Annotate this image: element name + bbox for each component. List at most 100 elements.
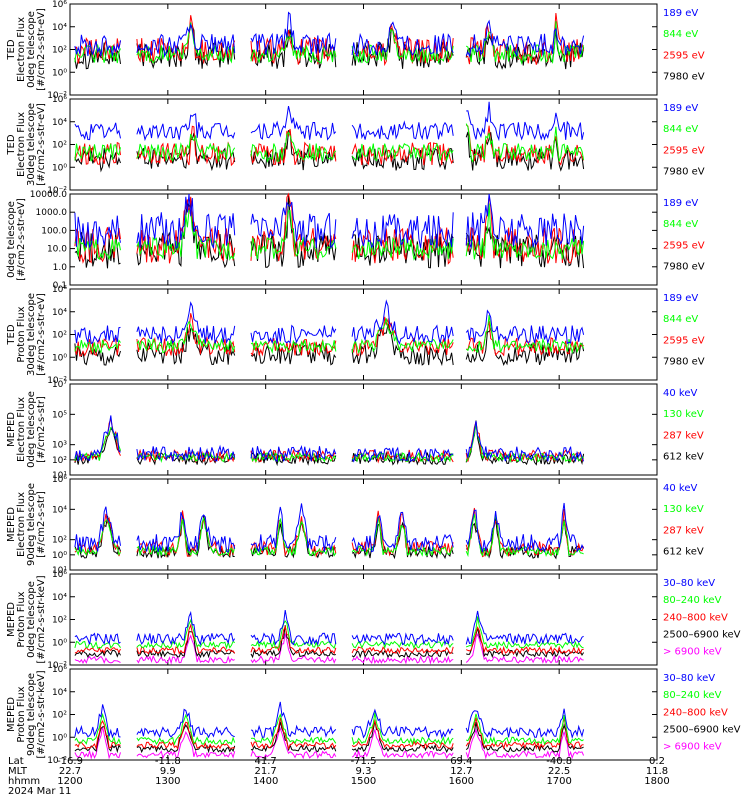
y-axis-label-line: Proton Flux [16, 591, 27, 647]
y-axis-label-line: MEPED [6, 412, 17, 447]
y-axis-label-line: [#/cm2-s-str-keV] [36, 575, 47, 663]
y-axis-label: 0deg telescope[#/cm2-s-str-eV] [6, 198, 27, 281]
x-tick-label-lat: -11.8 [155, 756, 181, 767]
y-tick-label: 1.0 [53, 263, 68, 273]
legend-entry: 189 eV [663, 198, 698, 209]
y-tick-label: 10¹ [52, 471, 67, 481]
x-tick-label-mlt: 22.5 [548, 766, 570, 777]
series-trace [74, 12, 585, 67]
y-tick-label: 10⁰ [52, 733, 67, 743]
series-trace [74, 124, 585, 167]
y-axis-label: MEPEDProton Flux0deg telescope[#/cm2-s-s… [6, 575, 47, 663]
legend-entry: > 6900 keV [663, 742, 722, 753]
legend-entry: 80–240 keV [663, 595, 722, 606]
series-trace [74, 712, 584, 746]
y-tick-label: 10² [52, 711, 67, 721]
y-axis-label: TEDProton Flux30deg telescope[#/cm2-s-st… [6, 293, 47, 376]
series-trace [74, 633, 584, 665]
series-trace [74, 299, 585, 345]
x-tick-label-lat: 41.7 [255, 756, 277, 767]
y-axis-label-line: [#/cm2-s-str] [36, 396, 47, 463]
date-label: 2024 Mar 11 [8, 786, 71, 797]
legend-entry: 7980 eV [663, 166, 705, 177]
series-trace [74, 416, 584, 464]
y-tick-label: 1000.0 [36, 208, 68, 218]
y-axis-label-line: [#/cm2-s-str] [36, 491, 47, 558]
panel-frame [69, 98, 658, 191]
y-tick-label: 10000.0 [30, 190, 67, 200]
x-tick-label-mlt: 21.7 [255, 766, 277, 777]
legend-entry: 130 keV [663, 409, 704, 420]
legend-entry: 30–80 keV [663, 578, 715, 589]
y-tick-label: 10¹ [52, 566, 67, 576]
y-axis-label-line: Electron Flux [16, 397, 27, 462]
x-tick-label-lat: 0.2 [649, 756, 665, 767]
y-tick-label: 10⁰ [52, 353, 67, 363]
y-axis-label-line: 0deg telescope [26, 581, 37, 658]
y-axis-label: MEPEDProton Flux90deg telescope[#/cm2-s-… [6, 670, 47, 758]
series-trace [74, 502, 585, 553]
y-axis-label-line: 0deg telescope [26, 11, 37, 88]
legend-entry: 7980 eV [663, 261, 705, 272]
series-trace [74, 701, 585, 740]
y-axis-label-line: Electron Flux [16, 112, 27, 177]
y-tick-label: 10⁴ [52, 688, 67, 698]
x-tick-label-hhmm: 1800 [644, 776, 669, 787]
x-tick-label-lat: -40.8 [546, 756, 572, 767]
x-tick-label-lat: -16.9 [57, 756, 83, 767]
legend-entry: 240–800 keV [663, 612, 728, 623]
y-axis-label-line: MEPED [6, 507, 17, 542]
legend-entry: 80–240 keV [663, 690, 722, 701]
series-trace [74, 123, 585, 163]
y-axis-label: TEDElectron Flux30deg telescope[#/cm2-s-… [6, 103, 47, 186]
x-tick-label-lat: -71.5 [351, 756, 377, 767]
panel-6: 10⁶ 10⁴ 10² 10⁰ 10¹ MEPEDElectron Flux90deg t… [6, 475, 704, 576]
legend-entry: 844 eV [663, 29, 698, 40]
y-axis-label-line: [#/cm2-s-str-eV] [36, 293, 47, 376]
y-tick-label: 10² [52, 456, 67, 466]
x-tick-label-mlt: 22.7 [59, 766, 81, 777]
y-tick-label: 10⁰ [52, 638, 67, 648]
y-tick-label: 10⁻² [47, 661, 67, 671]
legend-entry: 2595 eV [663, 240, 705, 251]
y-axis-label: TEDElectron Flux0deg telescope[#/cm2-s-s… [6, 8, 47, 91]
y-tick-label: 100.0 [41, 226, 67, 236]
legend-entry: 612 keV [663, 546, 704, 557]
y-tick-label: 10⁻² [47, 91, 67, 101]
x-tick-label-mlt: 9.3 [356, 766, 372, 777]
series-trace [74, 717, 584, 751]
y-tick-label: 10³ [52, 441, 67, 451]
x-tick-label-hhmm: 1600 [449, 776, 474, 787]
series-trace [74, 193, 585, 250]
y-tick-label: 10⁻² [47, 186, 67, 196]
legend-entry: 7980 eV [663, 71, 705, 82]
y-tick-label: 10⁶ [52, 665, 67, 675]
y-tick-label: 10² [52, 331, 67, 341]
y-tick-label: 10⁰ [52, 551, 67, 561]
x-tick-label-lat: 69.4 [450, 756, 472, 767]
series-trace [74, 610, 584, 647]
legend-entry: 2595 eV [663, 335, 705, 346]
y-tick-label: 10⁶ [52, 95, 67, 105]
legend-entry: 189 eV [663, 8, 698, 19]
y-axis-label-line: MEPED [6, 602, 17, 637]
series-trace [74, 623, 584, 656]
y-axis-label-line: TED [6, 324, 17, 345]
y-tick-label: 10⁴ [52, 505, 67, 515]
legend-entry: 2500–6900 keV [663, 630, 741, 641]
legend-entry: 189 eV [663, 293, 698, 304]
y-tick-label: 10² [52, 616, 67, 626]
y-axis-label: MEPEDElectron Flux90deg telescope[#/cm2-… [6, 483, 47, 566]
legend-entry: 30–80 keV [663, 673, 715, 684]
x-tick-label-mlt: 11.8 [646, 766, 668, 777]
y-tick-label: 10⁶ [52, 475, 67, 485]
lat-row-label: Lat [8, 756, 24, 767]
legend-entry: 612 keV [663, 451, 704, 462]
y-tick-label: 10⁴ [52, 308, 67, 318]
y-tick-label: 10⁰ [52, 68, 67, 78]
legend-entry: 7980 eV [663, 356, 705, 367]
y-axis-label-line: 0deg telescope [26, 391, 37, 468]
